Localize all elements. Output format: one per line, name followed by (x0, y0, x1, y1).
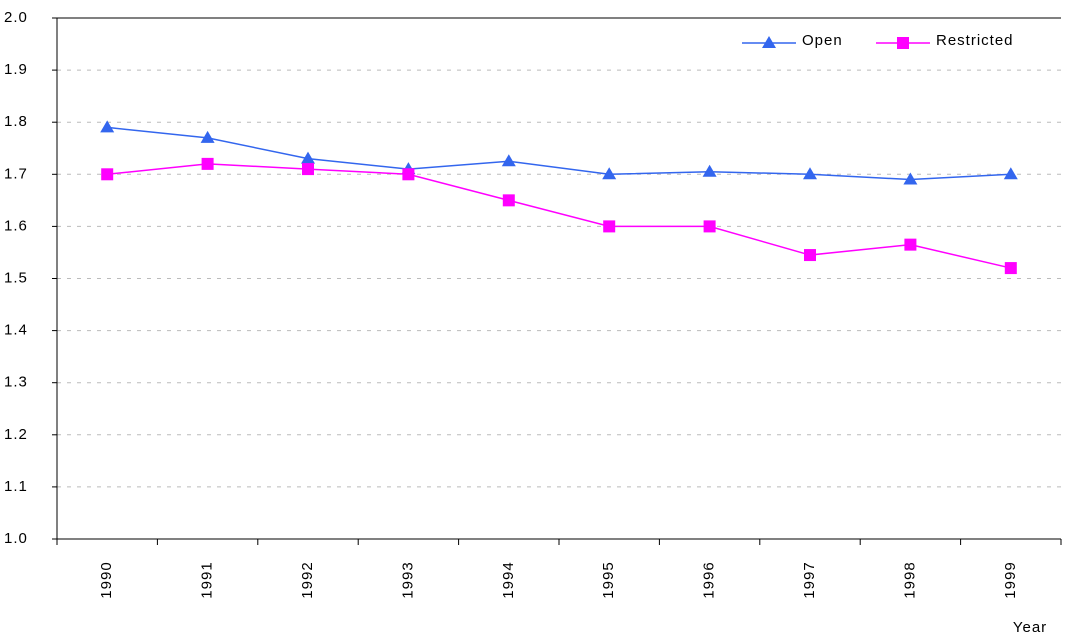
y-tick-label: 1.0 (4, 530, 28, 547)
marker (201, 157, 214, 170)
marker (501, 154, 516, 167)
legend-marker (762, 36, 776, 48)
marker (903, 172, 918, 185)
x-tick-label: 1997 (801, 561, 818, 598)
y-tick-label: 1.5 (4, 269, 28, 286)
marker (702, 164, 717, 177)
legend-marker (897, 37, 909, 49)
marker (1004, 262, 1017, 275)
y-tick-label: 1.1 (4, 478, 28, 495)
y-tick-label: 2.0 (4, 9, 28, 26)
y-tick-label: 1.8 (4, 113, 28, 130)
marker (100, 120, 115, 133)
marker (301, 151, 315, 164)
y-tick-label: 1.4 (4, 322, 28, 339)
legend-label: Restricted (936, 32, 1014, 49)
x-tick-label: 1994 (500, 561, 517, 598)
y-tick-label: 1.3 (4, 374, 28, 391)
y-tick-label: 1.7 (4, 165, 28, 182)
marker (402, 168, 415, 181)
marker (804, 249, 816, 262)
marker (101, 168, 114, 181)
marker (302, 163, 314, 176)
legend-label: Open (802, 32, 843, 49)
x-tick-label: 1993 (399, 561, 416, 598)
series-line (107, 126, 1011, 181)
marker (602, 167, 617, 180)
x-tick-label: 1991 (199, 561, 216, 598)
marker (703, 220, 716, 233)
marker (904, 238, 917, 251)
marker (1003, 167, 1018, 180)
series-line (107, 163, 1011, 269)
x-tick-label: 1998 (901, 561, 918, 598)
marker (502, 194, 515, 207)
x-axis-label: Year (1013, 619, 1047, 636)
y-tick-label: 1.6 (4, 217, 28, 234)
x-tick-label: 1996 (701, 561, 718, 598)
y-tick-label: 1.9 (4, 61, 28, 78)
x-tick-label: 1999 (1002, 561, 1019, 598)
marker (603, 220, 616, 233)
x-tick-label: 1990 (98, 561, 115, 598)
x-tick-label: 1995 (600, 561, 617, 598)
y-tick-label: 1.2 (4, 426, 28, 443)
marker (200, 130, 215, 143)
marker (803, 167, 817, 180)
x-tick-label: 1992 (299, 561, 316, 598)
